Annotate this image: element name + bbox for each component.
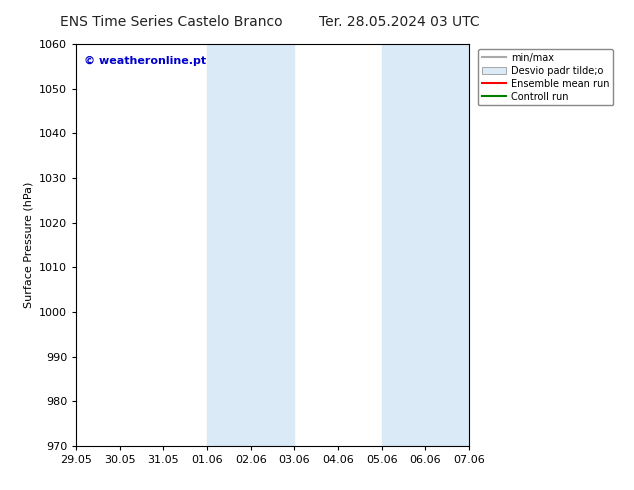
- Y-axis label: Surface Pressure (hPa): Surface Pressure (hPa): [23, 182, 34, 308]
- Text: ENS Time Series Castelo Branco: ENS Time Series Castelo Branco: [60, 15, 283, 29]
- Legend: min/max, Desvio padr tilde;o, Ensemble mean run, Controll run: min/max, Desvio padr tilde;o, Ensemble m…: [478, 49, 614, 105]
- Text: Ter. 28.05.2024 03 UTC: Ter. 28.05.2024 03 UTC: [319, 15, 480, 29]
- Bar: [207, 44, 294, 446]
- Bar: [382, 44, 469, 446]
- Text: © weatheronline.pt: © weatheronline.pt: [84, 56, 206, 66]
